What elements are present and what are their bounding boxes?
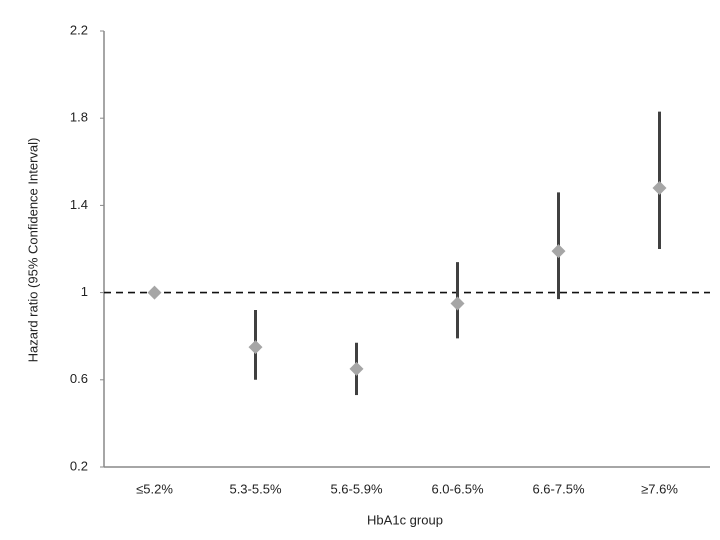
- y-axis-title: Hazard ratio (95% Confidence Interval): [25, 138, 40, 363]
- point-marker: [551, 244, 566, 259]
- point-marker: [248, 340, 263, 355]
- y-tick-label: 0.2: [70, 458, 88, 473]
- point-marker: [450, 296, 465, 311]
- x-tick-label: 5.3-5.5%: [229, 481, 281, 496]
- x-axis-title: HbA1c group: [367, 512, 443, 527]
- y-tick-label: 2.2: [70, 22, 88, 37]
- y-tick-label: 1: [81, 284, 88, 299]
- x-tick-label: 6.0-6.5%: [431, 481, 483, 496]
- point-marker: [652, 180, 667, 195]
- point-marker: [147, 285, 162, 300]
- point-marker: [349, 361, 364, 376]
- x-tick-label: ≥7.6%: [641, 481, 678, 496]
- x-tick-label: ≤5.2%: [136, 481, 173, 496]
- x-tick-label: 5.6-5.9%: [330, 481, 382, 496]
- y-tick-label: 0.6: [70, 371, 88, 386]
- y-tick-label: 1.8: [70, 110, 88, 125]
- x-tick-label: 6.6-7.5%: [532, 481, 584, 496]
- y-tick-label: 1.4: [70, 197, 88, 212]
